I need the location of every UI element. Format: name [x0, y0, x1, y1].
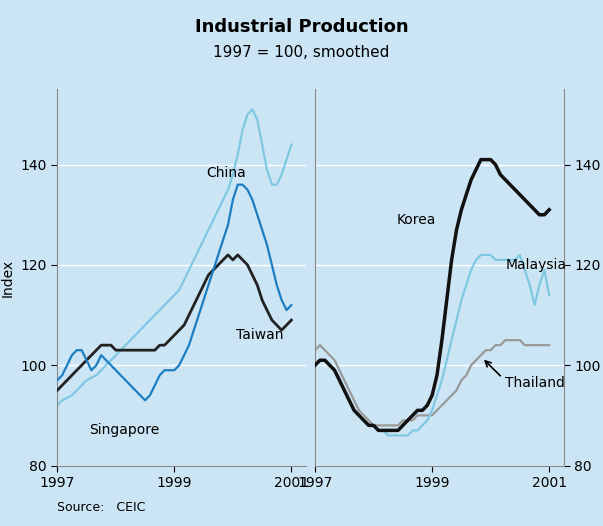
Text: Industrial Production: Industrial Production — [195, 18, 408, 36]
Text: Korea: Korea — [397, 213, 437, 227]
Text: Malaysia: Malaysia — [505, 258, 566, 272]
Text: Thailand: Thailand — [505, 376, 565, 390]
Text: China: China — [207, 166, 246, 180]
Text: Taiwan: Taiwan — [236, 328, 283, 342]
Text: Source:   CEIC: Source: CEIC — [57, 501, 146, 514]
Text: Singapore: Singapore — [89, 423, 160, 437]
Text: 1997 = 100, smoothed: 1997 = 100, smoothed — [213, 45, 390, 60]
Y-axis label: Index: Index — [1, 258, 15, 297]
